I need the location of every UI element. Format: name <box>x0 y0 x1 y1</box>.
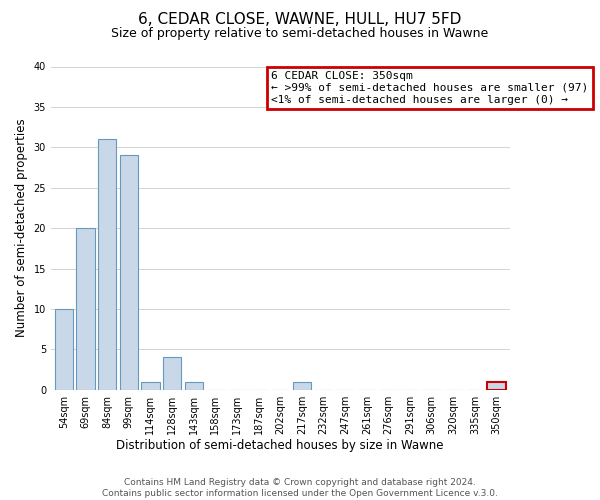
Bar <box>293 382 311 390</box>
Text: Contains HM Land Registry data © Crown copyright and database right 2024.
Contai: Contains HM Land Registry data © Crown c… <box>102 478 498 498</box>
Text: Size of property relative to semi-detached houses in Wawne: Size of property relative to semi-detach… <box>112 28 488 40</box>
Bar <box>163 358 181 390</box>
Text: 6 CEDAR CLOSE: 350sqm
← >99% of semi-detached houses are smaller (97)
<1% of sem: 6 CEDAR CLOSE: 350sqm ← >99% of semi-det… <box>271 72 589 104</box>
X-axis label: Distribution of semi-detached houses by size in Wawne: Distribution of semi-detached houses by … <box>116 440 444 452</box>
Bar <box>76 228 95 390</box>
Bar <box>98 139 116 390</box>
Bar <box>141 382 160 390</box>
Y-axis label: Number of semi-detached properties: Number of semi-detached properties <box>15 119 28 338</box>
Bar <box>119 156 138 390</box>
Text: 6, CEDAR CLOSE, WAWNE, HULL, HU7 5FD: 6, CEDAR CLOSE, WAWNE, HULL, HU7 5FD <box>139 12 461 28</box>
Bar <box>487 382 506 390</box>
Bar <box>185 382 203 390</box>
Bar <box>55 309 73 390</box>
